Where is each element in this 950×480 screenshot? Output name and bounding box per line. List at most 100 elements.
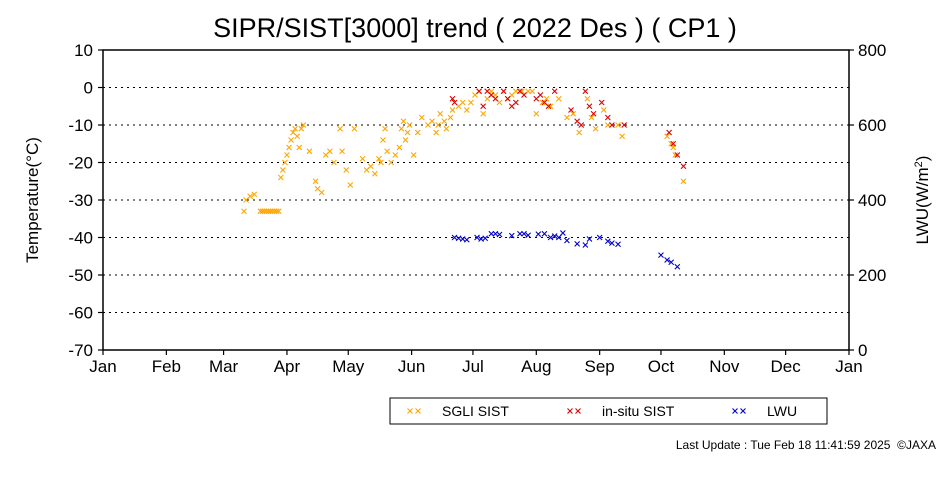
data-point — [537, 92, 544, 98]
data-point — [604, 114, 611, 121]
data-point — [521, 92, 527, 98]
data-point — [476, 88, 482, 95]
data-point — [545, 103, 552, 110]
x-tick-label: Oct — [648, 357, 675, 376]
data-point — [418, 114, 425, 121]
y-axis-right-label: LWU(W/m2) — [913, 156, 932, 245]
data-point — [292, 125, 299, 132]
data-point — [512, 99, 519, 106]
data-point — [586, 103, 593, 110]
data-point — [463, 236, 470, 243]
data-point — [492, 95, 499, 102]
data-point — [519, 88, 525, 95]
data-point — [282, 159, 288, 166]
x-axis-ticks: Jan Feb Mar Apr May Jun Jul Aug Sep Oct Nov Dec Jan — [89, 350, 863, 376]
legend-label: in-situ SIST — [602, 403, 675, 419]
data-point — [449, 107, 456, 113]
data-point — [437, 110, 444, 117]
x-tick-label: Sep — [585, 357, 615, 376]
y-left-tick-label: -30 — [68, 191, 93, 210]
data-point — [378, 159, 384, 166]
data-point — [404, 129, 411, 136]
data-point — [533, 110, 540, 117]
data-point — [615, 241, 621, 248]
data-point — [568, 107, 574, 113]
y-axis-left-label: Temperature(°C) — [23, 137, 42, 263]
data-point — [306, 148, 313, 155]
data-point — [664, 257, 670, 263]
data-point — [247, 193, 254, 200]
data-point — [666, 129, 673, 136]
data-point — [609, 240, 615, 247]
data-point — [414, 129, 421, 136]
x-tick-label: Mar — [209, 357, 239, 376]
data-point — [547, 103, 554, 110]
data-point — [347, 182, 354, 188]
data-point — [443, 125, 450, 132]
series-sgli-sist — [241, 88, 687, 215]
x-tick-label: Feb — [152, 357, 181, 376]
data-point — [570, 110, 576, 117]
data-point — [275, 208, 282, 215]
y-right-tick-label: 800 — [858, 41, 886, 60]
data-point — [480, 103, 487, 110]
chart-title: SIPR/SIST[3000] trend ( 2022 Des ) ( CP1… — [213, 13, 737, 43]
y-left-tick-label: -70 — [68, 341, 93, 360]
x-tick-label: Dec — [771, 357, 802, 376]
data-point — [463, 107, 470, 113]
data-point — [584, 95, 591, 102]
y-left-tick-label: -20 — [68, 154, 93, 173]
data-point — [343, 167, 350, 173]
x-tick-label: Aug — [521, 357, 551, 376]
copyright-text: ©JAXA — [897, 438, 936, 452]
legend-marker — [575, 408, 581, 414]
data-point — [371, 170, 378, 177]
data-point — [241, 208, 247, 215]
data-point — [672, 152, 679, 158]
data-point — [508, 232, 515, 239]
data-point — [459, 99, 466, 106]
data-point — [382, 125, 388, 132]
data-point — [596, 234, 603, 241]
data-point — [559, 230, 566, 236]
legend-marker — [415, 408, 421, 414]
y-right-tick-label: 200 — [858, 266, 886, 285]
data-point — [504, 95, 511, 102]
grid-lines — [103, 87, 849, 313]
data-point — [680, 178, 687, 185]
data-point — [279, 167, 286, 173]
last-update-text: Last Update : Tue Feb 18 11:41:59 2025 — [675, 438, 891, 452]
y-left-tick-label: -50 — [68, 266, 93, 285]
data-point — [388, 159, 395, 166]
data-point — [482, 235, 489, 242]
y-right-tick-label: 400 — [858, 191, 886, 210]
data-point — [380, 137, 386, 143]
x-tick-label: Jul — [462, 357, 484, 376]
data-point — [288, 137, 294, 143]
data-point — [251, 191, 258, 198]
data-point — [551, 233, 558, 239]
data-point — [674, 263, 681, 270]
x-tick-label: Apr — [274, 357, 301, 376]
y-right-tick-label: 0 — [858, 341, 867, 360]
data-point — [326, 148, 333, 155]
data-point — [396, 144, 403, 151]
series-lwu — [451, 230, 681, 270]
y-left-tick-label: -40 — [68, 229, 93, 248]
data-point — [615, 122, 621, 128]
data-point — [582, 242, 589, 248]
y-axis-right-ticks: 800 600 400 200 0 — [849, 41, 886, 360]
data-point — [525, 232, 532, 239]
data-point — [551, 88, 558, 95]
x-tick-label: Jan — [835, 357, 862, 376]
data-point — [474, 234, 480, 241]
data-point — [586, 236, 593, 242]
data-point — [400, 118, 407, 125]
data-point — [680, 163, 687, 170]
data-point — [600, 107, 607, 113]
data-point — [529, 88, 536, 95]
data-point — [468, 99, 474, 106]
data-point — [286, 144, 292, 151]
data-point — [564, 237, 570, 244]
y-right-tick-label: 600 — [858, 116, 886, 135]
